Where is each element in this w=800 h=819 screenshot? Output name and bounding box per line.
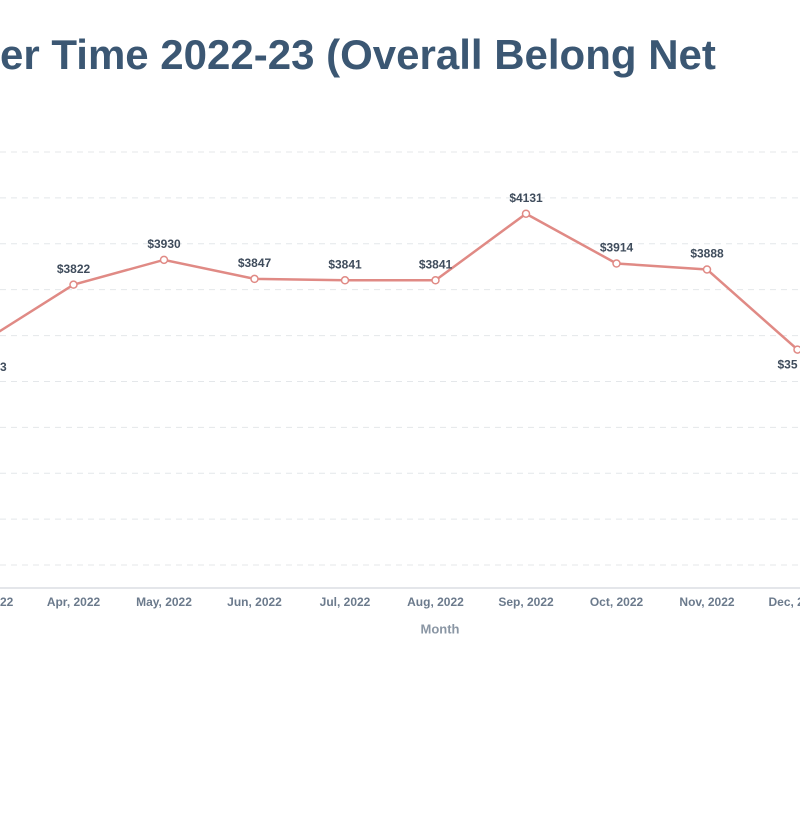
x-tick-label: May, 2022 bbox=[136, 595, 192, 609]
data-label: $35 bbox=[778, 358, 798, 372]
x-axis-title: Month bbox=[421, 621, 460, 636]
x-tick-label: Jun, 2022 bbox=[227, 595, 282, 609]
data-point bbox=[521, 209, 531, 218]
x-tick-label: Nov, 2022 bbox=[679, 595, 734, 609]
x-tick-label: Aug, 2022 bbox=[407, 595, 464, 609]
data-label: $3841 bbox=[328, 257, 362, 271]
data-label: 3 bbox=[0, 360, 7, 374]
data-label: $3888 bbox=[690, 247, 724, 261]
x-tick-label: Dec, 2 bbox=[769, 595, 800, 609]
x-tick-label: Sep, 2022 bbox=[498, 595, 554, 609]
data-point bbox=[431, 276, 440, 285]
data-point bbox=[793, 345, 800, 354]
data-point bbox=[702, 265, 712, 274]
x-tick-label: Apr, 2022 bbox=[47, 595, 101, 609]
chart-title: er Time 2022-23 (Overall Belong Net bbox=[0, 31, 716, 78]
data-point bbox=[612, 259, 621, 268]
data-label: $3930 bbox=[147, 237, 181, 251]
data-point bbox=[340, 276, 350, 285]
data-point bbox=[69, 280, 78, 289]
data-label: $4131 bbox=[509, 191, 543, 205]
data-label: $3847 bbox=[238, 256, 272, 270]
x-tick-label: Jul, 2022 bbox=[320, 595, 371, 609]
data-label: $3822 bbox=[57, 262, 91, 276]
data-label: $3841 bbox=[419, 257, 453, 271]
data-point bbox=[250, 274, 259, 284]
x-tick-label: Oct, 2022 bbox=[590, 595, 644, 609]
data-point bbox=[159, 255, 169, 265]
x-tick-label: 22 bbox=[0, 595, 14, 609]
series-line bbox=[0, 212, 799, 351]
data-label: $3914 bbox=[600, 241, 634, 255]
